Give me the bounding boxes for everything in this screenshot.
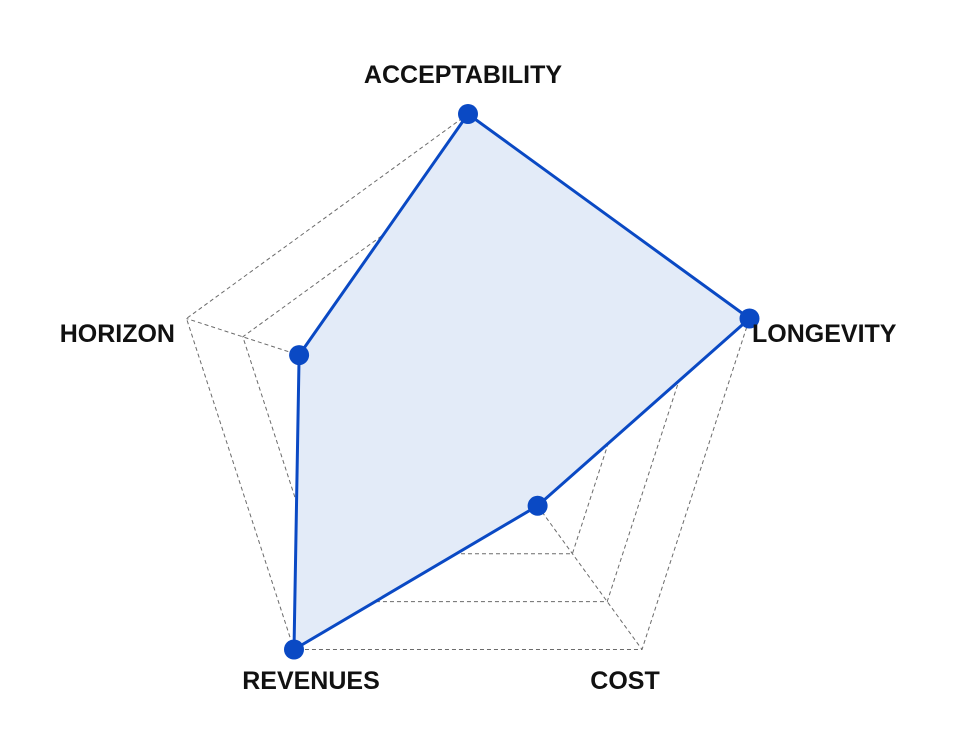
data-point-cost	[527, 495, 548, 516]
axis-label-acceptability: ACCEPTABILITY	[364, 61, 562, 89]
axis-label-horizon: HORIZON	[60, 320, 175, 348]
axis-label-revenues: REVENUES	[242, 667, 380, 695]
data-point-horizon	[289, 345, 310, 366]
data-point-longevity	[739, 308, 760, 329]
data-layer	[284, 104, 760, 660]
series-area-0	[292, 112, 751, 651]
label-layer: ACCEPTABILITY LONGEVITY COST REVENUES HO…	[60, 61, 897, 695]
data-point-acceptability	[458, 104, 478, 124]
axis-label-longevity: LONGEVITY	[752, 320, 897, 348]
data-point-revenues	[284, 639, 304, 660]
axis-label-cost: COST	[590, 667, 659, 695]
